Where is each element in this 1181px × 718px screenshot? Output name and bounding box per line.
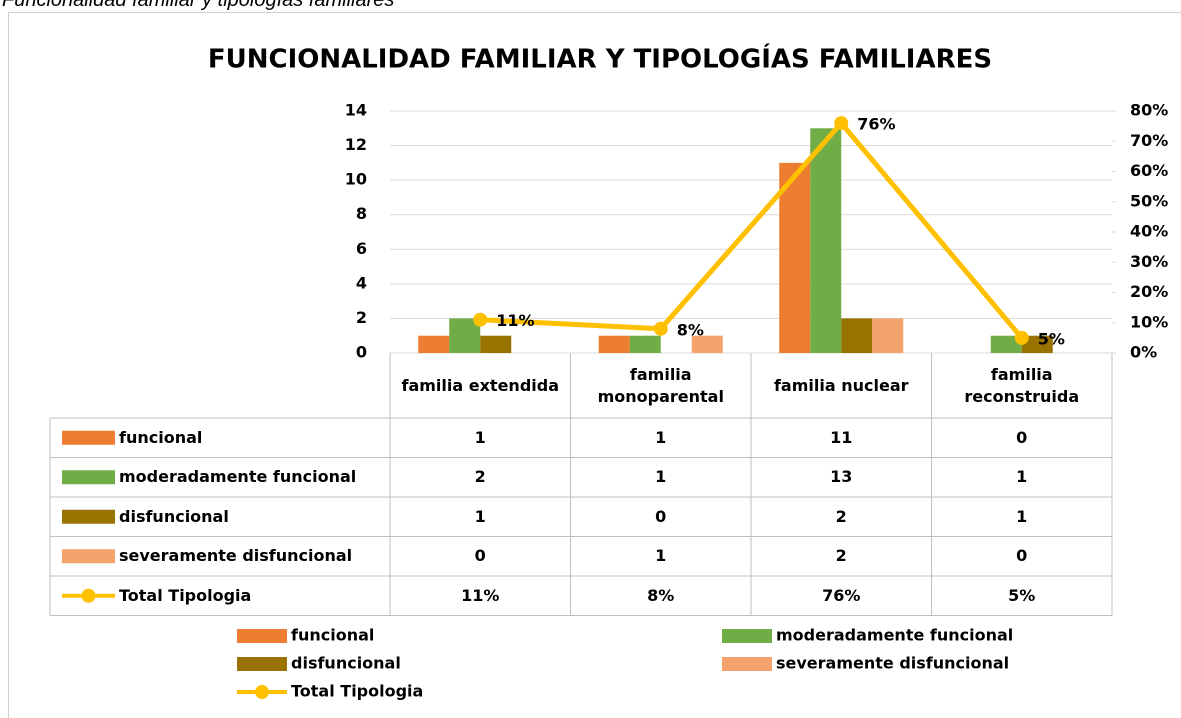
line-marker bbox=[1014, 330, 1029, 345]
table-cell: 0 bbox=[474, 546, 486, 566]
data-label: 76% bbox=[857, 115, 895, 134]
line-marker bbox=[473, 312, 488, 327]
category-label: familia monoparental bbox=[597, 364, 724, 406]
y-tick-label: 4 bbox=[356, 273, 367, 292]
row-label: disfuncional bbox=[119, 506, 229, 526]
table-cell: 1 bbox=[474, 427, 486, 447]
legend-label: moderadamente funcional bbox=[776, 626, 1013, 645]
bar bbox=[691, 335, 723, 353]
y2-tick-label: 40% bbox=[1130, 222, 1168, 241]
y-tick-label: 10 bbox=[345, 170, 367, 189]
bar bbox=[418, 335, 450, 353]
data-label: 5% bbox=[1038, 329, 1065, 348]
line-marker bbox=[834, 116, 849, 131]
data-label: 8% bbox=[677, 320, 704, 339]
table-cell: 8% bbox=[647, 585, 675, 605]
data-label: 11% bbox=[496, 311, 534, 330]
table-cell: 11 bbox=[830, 427, 853, 447]
table-legend-key bbox=[62, 549, 115, 564]
bar bbox=[872, 318, 904, 353]
y2-tick-label: 50% bbox=[1130, 191, 1168, 210]
table-legend-key bbox=[62, 430, 115, 445]
table-cell: 1 bbox=[1016, 467, 1028, 487]
table-legend-key bbox=[81, 588, 96, 603]
bar bbox=[990, 335, 1022, 353]
bar bbox=[629, 335, 661, 353]
table-cell: 2 bbox=[835, 546, 847, 566]
y-tick-label: 14 bbox=[345, 101, 367, 120]
table-cell: 1 bbox=[474, 506, 486, 526]
legend-label: severamente disfuncional bbox=[776, 654, 1009, 673]
legend-label: funcional bbox=[291, 626, 374, 645]
y-tick-label: 6 bbox=[356, 239, 367, 258]
row-label: severamente disfuncional bbox=[119, 546, 353, 566]
category-label: familia extendida bbox=[401, 375, 560, 395]
chart-title: FUNCIONALIDAD FAMILIAR Y TIPOLOGÍAS FAMI… bbox=[208, 43, 992, 75]
table-cell: 1 bbox=[655, 427, 667, 447]
bar bbox=[1021, 335, 1053, 353]
line-marker bbox=[653, 321, 668, 336]
y2-tick-label: 60% bbox=[1130, 161, 1168, 180]
row-label: moderadamente funcional bbox=[119, 467, 357, 487]
bar bbox=[480, 335, 512, 353]
table-cell: 1 bbox=[655, 546, 667, 566]
legend-key bbox=[255, 685, 269, 699]
y-tick-label: 12 bbox=[345, 135, 367, 154]
bar bbox=[841, 318, 873, 353]
table-cell: 1 bbox=[655, 467, 667, 487]
caption: Funcionalidad familiar y tipologías fami… bbox=[2, 0, 395, 11]
y2-tick-label: 80% bbox=[1130, 101, 1168, 120]
legend-label: disfuncional bbox=[291, 654, 401, 673]
table-cell: 0 bbox=[655, 506, 667, 526]
category-label: familia nuclear bbox=[773, 375, 909, 395]
y2-tick-label: 70% bbox=[1130, 131, 1168, 150]
table-cell: 1 bbox=[1016, 506, 1028, 526]
y-tick-label: 2 bbox=[356, 308, 367, 327]
table-legend-key bbox=[62, 470, 115, 485]
bar bbox=[779, 162, 811, 353]
table-cell: 0 bbox=[1016, 427, 1028, 447]
y2-tick-label: 30% bbox=[1130, 252, 1168, 271]
table-cell: 11% bbox=[461, 585, 500, 605]
row-label: funcional bbox=[119, 427, 203, 447]
legend-key bbox=[237, 657, 287, 671]
y2-tick-label: 0% bbox=[1130, 343, 1157, 362]
y2-tick-label: 20% bbox=[1130, 282, 1168, 301]
table-legend-key bbox=[62, 509, 115, 524]
table-cell: 13 bbox=[830, 467, 853, 487]
category-label: familia reconstruida bbox=[964, 364, 1080, 406]
y-tick-label: 0 bbox=[356, 343, 367, 362]
table-cell: 76% bbox=[822, 585, 861, 605]
legend-key bbox=[237, 629, 287, 643]
legend-label: Total Tipologia bbox=[291, 682, 423, 701]
chart-frame bbox=[8, 12, 1181, 718]
y2-tick-label: 10% bbox=[1130, 312, 1168, 331]
row-label: Total Tipologia bbox=[119, 585, 252, 605]
table-cell: 0 bbox=[1016, 546, 1028, 566]
bar bbox=[810, 128, 842, 353]
table-cell: 2 bbox=[835, 506, 847, 526]
bar bbox=[598, 335, 630, 353]
table-cell: 2 bbox=[474, 467, 486, 487]
legend-key bbox=[722, 629, 772, 643]
table-cell: 5% bbox=[1008, 585, 1036, 605]
legend-key bbox=[722, 657, 772, 671]
y-tick-label: 8 bbox=[356, 204, 367, 223]
line bbox=[480, 120, 1024, 340]
